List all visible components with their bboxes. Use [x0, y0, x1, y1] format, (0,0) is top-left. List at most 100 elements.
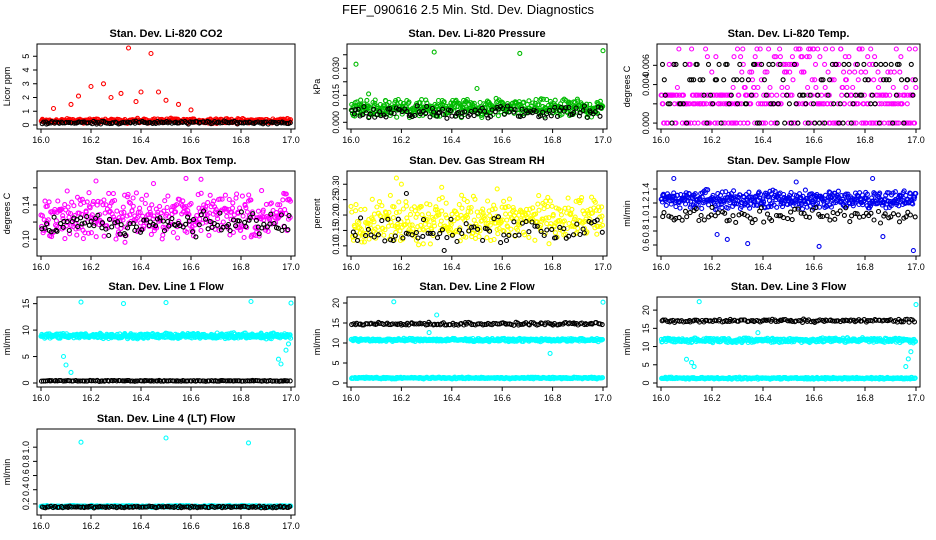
data-point	[665, 101, 671, 107]
data-point	[875, 84, 882, 91]
data-point	[497, 220, 503, 226]
data-point	[906, 46, 912, 52]
data-point	[412, 112, 418, 118]
data-point	[769, 92, 775, 98]
data-point	[233, 195, 239, 201]
data-point	[829, 46, 835, 52]
data-point	[875, 69, 881, 75]
data-point	[196, 222, 202, 228]
data-point	[755, 84, 761, 91]
data-point	[241, 234, 247, 241]
data-point	[122, 120, 128, 126]
data-point	[813, 84, 819, 91]
data-point	[71, 203, 77, 209]
data-point	[354, 237, 361, 243]
data-point	[449, 211, 455, 217]
data-point	[782, 69, 788, 75]
data-point	[739, 69, 745, 75]
data-point	[788, 189, 794, 196]
data-point	[214, 222, 221, 228]
x-tick-label: 16.0	[342, 262, 360, 272]
data-point	[865, 101, 871, 107]
data-point	[148, 231, 154, 237]
data-point	[730, 213, 736, 219]
data-point	[706, 202, 712, 208]
data-point	[454, 238, 460, 245]
data-point	[749, 77, 756, 83]
data-point	[215, 216, 221, 222]
data-point	[498, 240, 504, 246]
data-point	[599, 204, 605, 210]
data-point	[736, 101, 742, 107]
data-point	[817, 213, 823, 220]
data-point	[138, 89, 144, 95]
data-point	[843, 77, 849, 83]
data-point	[495, 113, 501, 119]
data-point	[205, 200, 211, 206]
data-point	[685, 120, 692, 126]
data-point	[91, 223, 97, 229]
data-point	[762, 120, 769, 126]
data-point	[841, 61, 847, 67]
data-point	[912, 77, 918, 83]
data-point	[523, 219, 529, 225]
data-point	[571, 110, 577, 116]
data-point	[858, 197, 864, 203]
data-point	[114, 219, 121, 225]
data-point	[663, 202, 669, 208]
data-point	[706, 92, 712, 98]
data-point	[530, 205, 536, 211]
data-point	[198, 190, 204, 196]
x-tick-label: 16.0	[32, 262, 50, 272]
data-point	[698, 212, 704, 219]
data-point	[348, 203, 354, 209]
data-point	[352, 113, 358, 119]
data-point	[484, 235, 490, 241]
plot-frame	[346, 296, 608, 388]
data-point	[547, 350, 553, 356]
data-point	[530, 100, 536, 106]
y-tick-label: 5	[331, 360, 341, 365]
data-point	[728, 92, 734, 98]
data-point	[353, 61, 359, 67]
data-point	[62, 236, 68, 242]
y-tick-label: 0.6	[641, 239, 651, 252]
data-point	[127, 212, 133, 218]
data-point	[463, 234, 469, 240]
data-point	[424, 201, 430, 207]
x-tick-label: 16.6	[182, 393, 200, 403]
data-point	[55, 198, 61, 204]
data-point	[457, 227, 463, 233]
data-point	[106, 232, 112, 239]
data-point	[835, 211, 841, 217]
data-point	[729, 120, 735, 126]
data-point	[427, 202, 433, 208]
data-point	[100, 81, 107, 87]
data-point	[910, 92, 916, 98]
data-point	[247, 215, 253, 221]
data-point	[517, 50, 523, 56]
data-point	[407, 222, 413, 228]
x-tick-label: 16.6	[493, 393, 511, 403]
data-point	[903, 84, 909, 91]
data-point	[879, 101, 885, 107]
x-tick-label: 16.6	[805, 262, 823, 272]
data-point	[689, 46, 695, 52]
data-point	[762, 69, 768, 75]
y-axis-label: degrees C	[622, 65, 632, 107]
data-point	[426, 330, 432, 336]
data-point	[546, 215, 552, 221]
data-point	[133, 190, 139, 196]
data-point	[775, 101, 781, 107]
data-point	[548, 221, 554, 227]
x-tick-label: 16.0	[342, 135, 360, 145]
data-point	[69, 199, 75, 205]
data-point	[682, 208, 689, 214]
plot-frame	[656, 43, 921, 130]
data-point	[68, 369, 74, 375]
data-point	[731, 188, 737, 194]
data-point	[545, 194, 551, 200]
data-point	[599, 336, 606, 343]
data-point	[391, 110, 397, 117]
data-point	[383, 114, 389, 120]
